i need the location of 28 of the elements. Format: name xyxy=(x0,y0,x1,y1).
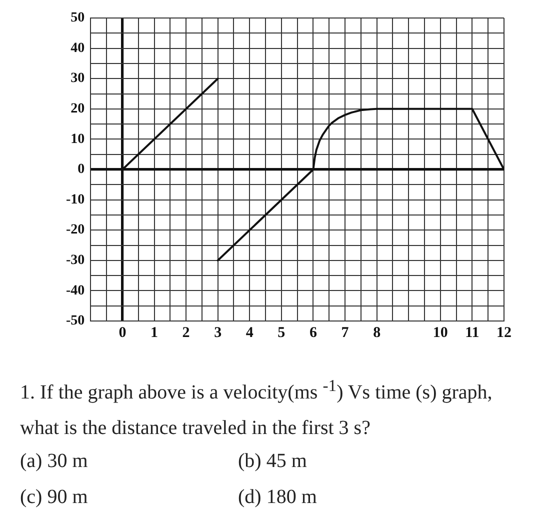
y-tick-label: -30 xyxy=(66,253,85,268)
text: 1. If the graph above is a velocity(ms $^{-1}$) Vs time (s) graph, what is the distance traveled in the first 3 s? xyxy=(20,375,494,441)
x-tick-label: 10 xyxy=(432,324,448,341)
x-tick-label: 6 xyxy=(309,324,318,341)
y-tick-label: 40 xyxy=(70,40,85,56)
y-tick-label: -50 xyxy=(66,314,85,329)
text: (d) 180 m xyxy=(238,484,318,510)
y-tick-label: 20 xyxy=(70,102,85,117)
x-tick-label: 11 xyxy=(465,324,480,341)
x-tick-label: 0 xyxy=(118,324,126,341)
y-tick-label: 0 xyxy=(78,162,85,178)
x-tick-label: 7 xyxy=(341,324,350,341)
x-tick-label: 2 xyxy=(182,324,190,341)
x-tick-label: 5 xyxy=(278,324,286,341)
text: (a) 30 m xyxy=(20,448,89,474)
x-tick-label: 3 xyxy=(214,324,222,341)
y-tick-label: 10 xyxy=(70,132,85,147)
text: (b) 45 m xyxy=(238,448,308,474)
x-tick-label: 8 xyxy=(373,324,381,341)
text: (c) 90 m xyxy=(20,484,89,510)
y-tick-label: -10 xyxy=(66,192,85,208)
x-tick-label: 1 xyxy=(150,324,158,341)
y-tick-label: 30 xyxy=(70,71,85,86)
y-tick-label: 50 xyxy=(70,10,85,26)
y-tick-label: -40 xyxy=(66,283,85,298)
x-tick-label: 12 xyxy=(496,324,512,341)
x-tick-label: 4 xyxy=(246,324,254,341)
y-tick-label: -20 xyxy=(66,222,85,238)
